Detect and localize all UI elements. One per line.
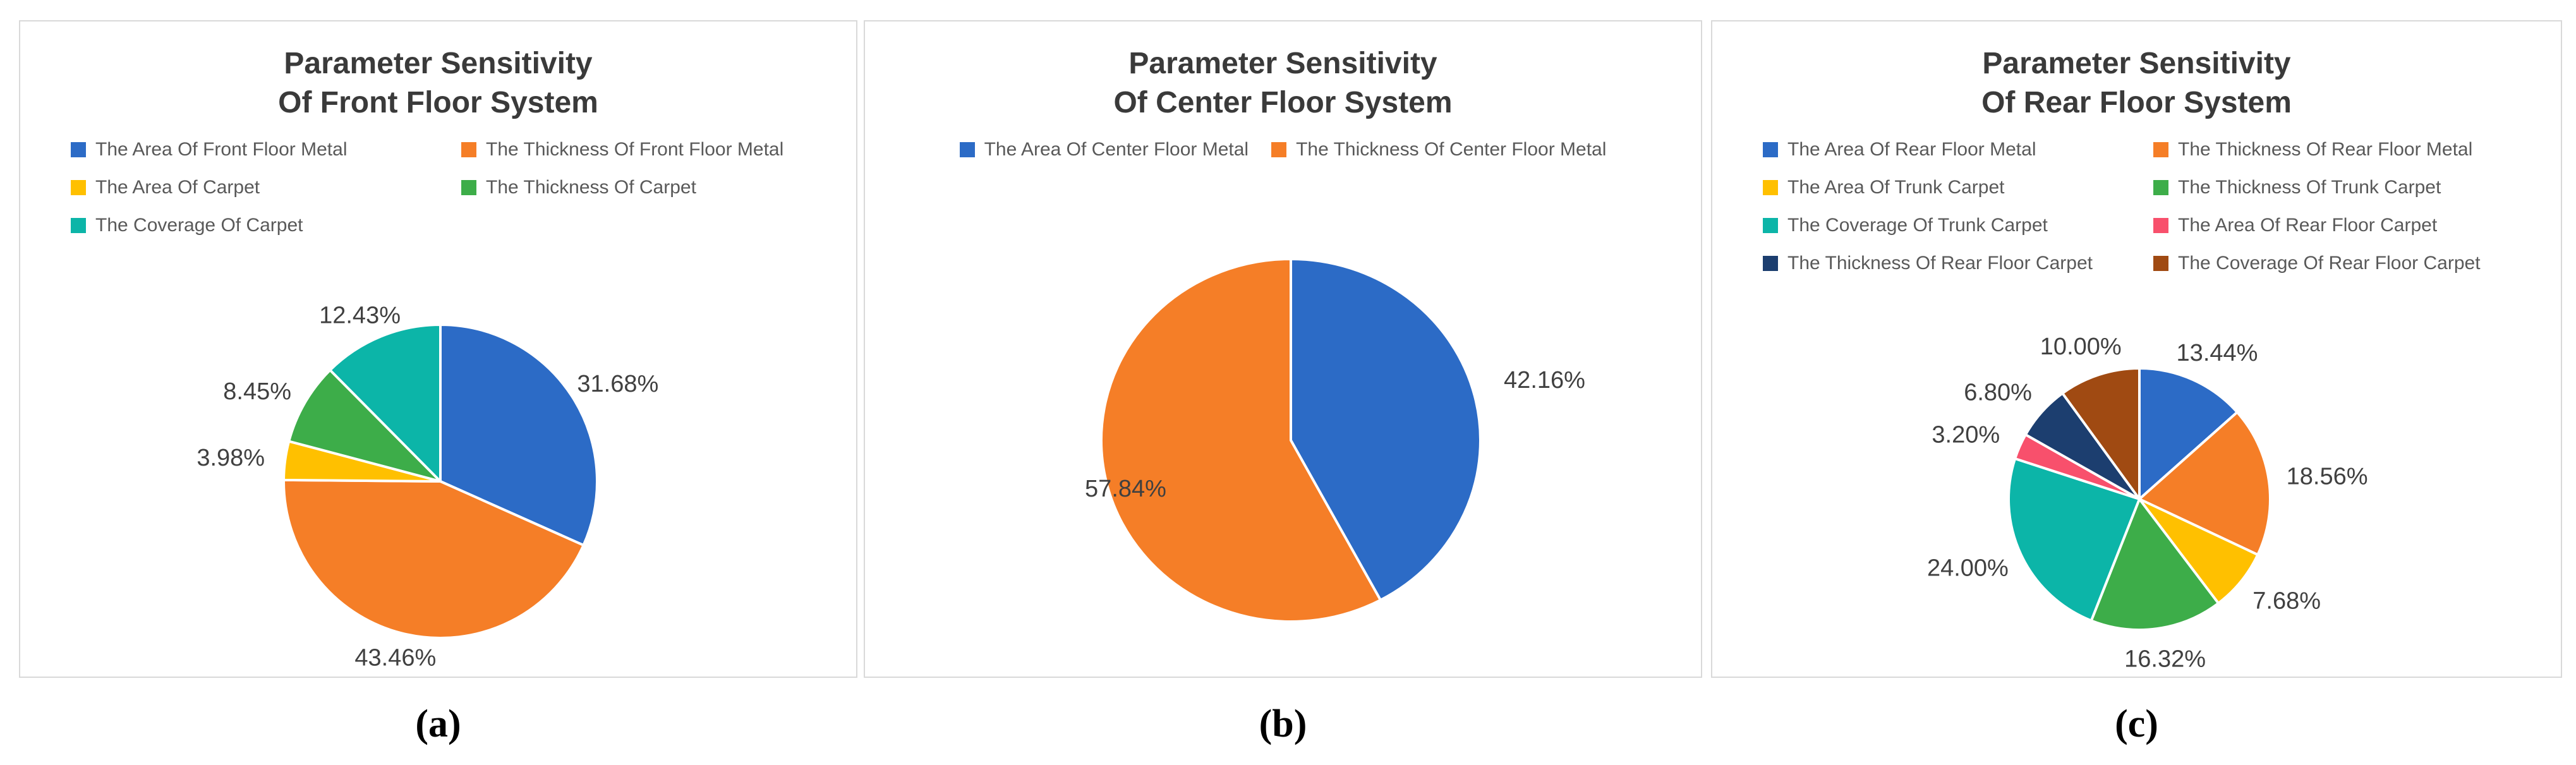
legend-swatch-icon [461,142,476,157]
legend-swatch-icon [2153,218,2168,233]
legend-label: The Coverage Of Carpet [95,215,303,236]
chart-panel-rear-floor: Parameter Sensitivity Of Rear Floor Syst… [1711,20,2562,678]
legend-item: The Thickness Of Trunk Carpet [2153,177,2561,198]
legend-item: The Area Of Carpet [71,177,461,198]
pie-chart-center-floor: 42.16% 57.84% [1085,258,1585,623]
legend-label: The Thickness Of Carpet [486,177,696,198]
legend: The Area Of Front Floor Metal The Thickne… [71,139,856,236]
pie-chart-front-floor: 31.68% 43.46% 3.98% 8.45% 12.43% [197,302,658,672]
legend-item: The Area Of Rear Floor Metal [1763,139,2153,160]
legend-item: The Thickness Of Center Floor Metal [1271,139,1606,160]
legend-swatch-icon [461,180,476,195]
legend-item: The Thickness Of Front Floor Metal [461,139,856,160]
slice-label: 3.20% [1932,421,2000,448]
pie-slice [2007,457,2141,622]
slice-label: 18.56% [2287,464,2368,490]
legend-item: The Coverage Of Carpet [71,215,461,236]
pie-slice [282,478,585,639]
chart-title: Parameter Sensitivity Of Center Floor Sy… [865,44,1701,123]
caption-a: (a) [415,702,461,745]
legend-label: The Thickness Of Rear Floor Carpet [1787,253,2093,274]
slice-label: 6.80% [1964,379,2032,406]
legend-item: The Area Of Trunk Carpet [1763,177,2153,198]
pie-chart-rear-floor: 13.44% 18.56% 7.68% 16.32% 24.00% 3.20% 6.80% 1… [1927,334,2368,672]
pie-slice [1290,258,1482,601]
chart-title-line1: Parameter Sensitivity [284,47,593,80]
pie-slice [2061,367,2141,500]
slice-label: 7.68% [2252,587,2321,614]
legend-label: The Area Of Center Floor Metal [984,139,1249,160]
chart-title-line2: Of Rear Floor System [1981,86,2292,119]
legend-item: The Coverage Of Trunk Carpet [1763,215,2153,236]
pie-slice [439,323,598,547]
legend-swatch-icon [71,142,86,157]
slice-label: 16.32% [2124,646,2206,672]
chart-title-line1: Parameter Sensitivity [1128,47,1437,80]
legend-label: The Thickness Of Rear Floor Metal [2178,139,2473,160]
chart-title: Parameter Sensitivity Of Rear Floor Syst… [1712,44,2561,123]
pie-slice [1100,258,1382,623]
legend-swatch-icon [1763,142,1778,157]
legend-swatch-icon [959,142,975,157]
legend-swatch-icon [2153,142,2168,157]
legend-swatch-icon [1271,142,1287,157]
legend-label: The Thickness Of Trunk Carpet [2178,177,2441,198]
legend-label: The Area Of Trunk Carpet [1787,177,2005,198]
slice-label: 42.16% [1504,367,1585,394]
slice-label: 12.43% [319,302,401,328]
slice-label: 57.84% [1085,476,1166,502]
slice-label: 24.00% [1927,555,2009,581]
legend-swatch-icon [1763,256,1778,271]
legend-item: The Thickness Of Rear Floor Carpet [1763,253,2153,274]
pie-slice [2138,411,2271,557]
slice-label: 3.98% [197,445,265,471]
chart-title: Parameter Sensitivity Of Front Floor Sys… [20,44,856,123]
slice-label: 10.00% [2040,334,2122,360]
legend-label: The Area Of Rear Floor Carpet [2178,215,2438,236]
legend-swatch-icon [1763,218,1778,233]
legend-label: The Thickness Of Center Floor Metal [1296,139,1607,160]
legend-label: The Coverage Of Trunk Carpet [1787,215,2048,236]
legend-item: The Thickness Of Carpet [461,177,856,198]
legend-label: The Area Of Carpet [95,177,260,198]
chart-panel-front-floor: Parameter Sensitivity Of Front Floor Sys… [19,20,857,678]
legend-item: The Area Of Rear Floor Carpet [2153,215,2561,236]
pie-slice [287,368,442,483]
pie-slice [2089,498,2220,631]
legend-swatch-icon [2153,256,2168,271]
chart-title-line2: Of Front Floor System [278,86,598,119]
slice-label: 31.68% [577,371,658,397]
legend-item: The Coverage Of Rear Floor Carpet [2153,253,2561,274]
legend-item: The Area Of Center Floor Metal [959,139,1249,160]
chart-title-line2: Of Center Floor System [1113,86,1453,119]
legend-item: The Area Of Front Floor Metal [71,139,461,160]
legend-swatch-icon [2153,180,2168,195]
legend-label: The Thickness Of Front Floor Metal [486,139,784,160]
legend-item: The Thickness Of Rear Floor Metal [2153,139,2561,160]
legend-label: The Area Of Rear Floor Metal [1787,139,2036,160]
slice-label: 43.46% [354,645,436,672]
chart-panel-center-floor: Parameter Sensitivity Of Center Floor Sy… [864,20,1702,678]
legend: The Area Of Rear Floor Metal The Thicknes… [1763,139,2561,274]
legend-swatch-icon [71,180,86,195]
caption-b: (b) [1259,702,1307,745]
chart-title-line1: Parameter Sensitivity [1982,47,2291,80]
caption-c: (c) [2115,702,2158,745]
slice-label: 13.44% [2177,340,2258,366]
legend-label: The Area Of Front Floor Metal [95,139,348,160]
legend: The Area Of Center Floor Metal The Thickn… [865,139,1701,160]
pie-slice [2138,367,2239,500]
slice-label: 8.45% [223,378,291,405]
pie-slice [329,323,442,483]
legend-swatch-icon [71,218,86,233]
legend-swatch-icon [1763,180,1778,195]
legend-label: The Coverage Of Rear Floor Carpet [2178,253,2481,274]
